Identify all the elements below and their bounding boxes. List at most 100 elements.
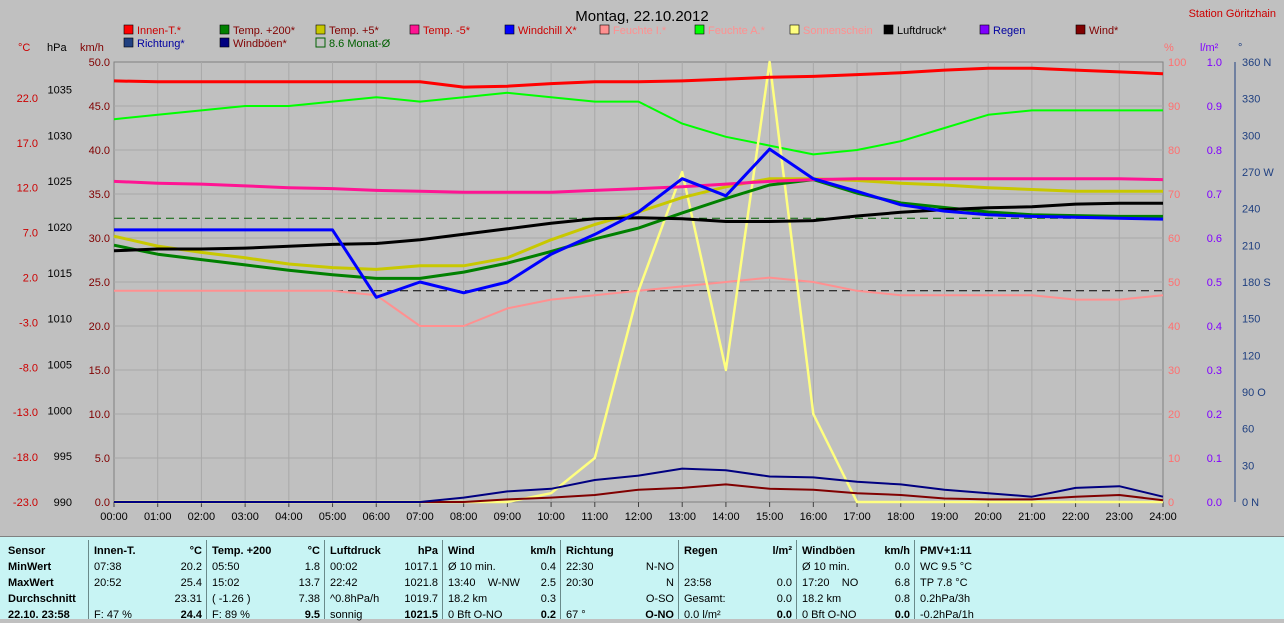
legend-label: Feuchte I.*: [613, 25, 667, 37]
y-tick-label-rain: 0.3: [1207, 365, 1222, 377]
stats-value: 25.4: [180, 577, 202, 589]
y-tick-label-wind: 40.0: [89, 145, 110, 157]
stats-separator: [324, 540, 325, 619]
stats-cell: F: 89 %: [212, 609, 250, 621]
y-tick-label-humidity: 10: [1168, 453, 1180, 465]
stats-cell: ( -1.26 ): [212, 593, 251, 605]
x-tick-label: 18:00: [887, 511, 915, 523]
legend-swatch: [504, 24, 515, 35]
legend-swatch: [409, 24, 420, 35]
y-tick-label-wind: 35.0: [89, 189, 110, 201]
stats-value: 20.2: [180, 561, 202, 573]
stats-cell: Durchschnitt: [8, 593, 76, 605]
chart-legend: Innen-T.* Temp. +200* Temp. +5* Temp. -5* Wi…: [123, 24, 1119, 50]
y-tick-label-rain: 0.7: [1207, 189, 1222, 201]
y-tick-label-wind: 5.0: [95, 453, 110, 465]
y-tick-label-temp: 12.0: [17, 183, 38, 195]
y-tick-label-humidity: 100: [1168, 57, 1186, 69]
axis-unit-percent: %: [1164, 42, 1174, 54]
legend-label: Innen-T.*: [137, 25, 182, 37]
stats-separator: [442, 540, 443, 619]
stats-value: O-NO: [645, 609, 674, 621]
stats-column: Regen l/m² 23:58 0.0 Gesamt: 0.0 0.0 l/m² 0.0: [684, 537, 792, 621]
chart-series: [113, 60, 1164, 504]
stats-value: N: [666, 577, 674, 589]
station-name: Station Göritzhain: [1189, 8, 1276, 20]
y-tick-label-temp: 17.0: [17, 138, 38, 150]
stats-value: 1.8: [304, 561, 320, 573]
y-tick-label-wind: 0.0: [95, 497, 110, 509]
y-tick-label-temp: -13.0: [13, 407, 38, 419]
stats-cell: F: 47 %: [94, 609, 132, 621]
y-tick-label-humidity: 70: [1168, 189, 1180, 201]
legend-label: Richtung*: [137, 38, 185, 50]
stats-value: 9.5: [304, 609, 320, 621]
stats-value: 13.7: [298, 577, 320, 589]
stats-header: Temp. +200: [212, 545, 272, 557]
stats-cell: MinWert: [8, 561, 52, 573]
stats-cell: 15:02: [212, 577, 240, 589]
y-tick-label-humidity: 50: [1168, 277, 1180, 289]
axis-unit-kmh: km/h: [80, 42, 104, 54]
y-tick-label-humidity: 90: [1168, 101, 1180, 113]
y-tick-label-direction: 330: [1242, 94, 1260, 106]
legend-label: 8.6 Monat-Ø: [329, 38, 391, 50]
legend-swatch: [315, 24, 326, 35]
x-tick-label: 10:00: [537, 511, 565, 523]
stats-separator: [914, 540, 915, 619]
y-tick-label-wind: 20.0: [89, 321, 110, 333]
stats-column: Windböen km/h Ø 10 min. 0.0 17:20 NO 6.8 18.2 …: [802, 537, 910, 621]
chart-axes: 00:00 01:00 02:00 03:00 04:00 05:00 06:00 07:00…: [13, 57, 1274, 523]
x-tick-label: 09:00: [494, 511, 522, 523]
stats-value: 0.0: [894, 609, 910, 621]
x-tick-label: 19:00: [931, 511, 959, 523]
stats-separator: [88, 540, 89, 619]
y-tick-label-humidity: 20: [1168, 409, 1180, 421]
x-tick-label: 14:00: [712, 511, 740, 523]
y-tick-label-direction: 240: [1242, 204, 1260, 216]
stats-table: Sensor MinWert MaxWert Durchschnitt 22.10. 2…: [0, 536, 1284, 621]
stats-unit: l/m²: [772, 545, 792, 557]
x-tick-label: 03:00: [231, 511, 259, 523]
stats-cell: 20:30: [566, 577, 594, 589]
stats-cell: 07:38: [94, 561, 122, 573]
x-tick-label: 00:00: [100, 511, 128, 523]
stats-header: Windböen: [802, 545, 856, 557]
stats-column: Richtung 22:30 N-NO 20:30 N O-SO 67 ° O-NO: [566, 537, 674, 621]
y-tick-label-direction: 30: [1242, 460, 1254, 472]
stats-unit: km/h: [530, 545, 556, 557]
legend-swatch: [789, 24, 800, 35]
stats-value: N-NO: [645, 561, 674, 573]
y-tick-label-pressure: 1035: [48, 85, 72, 97]
y-tick-label-temp: 22.0: [17, 93, 38, 105]
y-tick-label-direction: 90 O: [1242, 387, 1266, 399]
stats-separator: [796, 540, 797, 619]
y-tick-label-pressure: 1015: [48, 268, 72, 280]
stats-header: Richtung: [566, 545, 614, 557]
legend-swatch: [123, 24, 134, 35]
y-tick-label-humidity: 0: [1168, 497, 1174, 509]
y-tick-label-direction: 270 W: [1242, 167, 1274, 179]
stats-value: 2.5: [540, 577, 556, 589]
series-line: [113, 66, 1164, 89]
y-tick-label-rain: 0.4: [1207, 321, 1222, 333]
stats-value: O-SO: [645, 593, 674, 605]
stats-unit: °C: [307, 545, 320, 557]
x-tick-label: 24:00: [1149, 511, 1177, 523]
y-tick-label-rain: 0.6: [1207, 233, 1222, 245]
y-tick-label-wind: 15.0: [89, 365, 110, 377]
stats-header: Luftdruck: [330, 545, 381, 557]
y-tick-label-direction: 180 S: [1242, 277, 1271, 289]
stats-unit: °C: [189, 545, 202, 557]
legend-label: Wind*: [1089, 25, 1119, 37]
axis-unit-hpa: hPa: [47, 42, 67, 54]
stats-value: 0.2: [540, 609, 556, 621]
legend-swatch: [219, 37, 230, 48]
x-tick-label: 21:00: [1018, 511, 1046, 523]
y-tick-label-rain: 0.0: [1207, 497, 1222, 509]
y-tick-label-rain: 0.9: [1207, 101, 1222, 113]
legend-swatch: [315, 37, 326, 48]
legend-label: Temp. +200*: [233, 25, 296, 37]
series-line: [113, 178, 1163, 280]
stats-cell: 13:40 W-NW: [448, 577, 520, 589]
